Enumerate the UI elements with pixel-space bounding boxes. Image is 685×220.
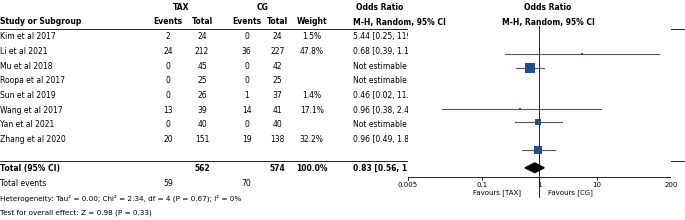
Text: 0: 0 bbox=[165, 120, 171, 129]
Text: 0.96 [0.49, 1.88]: 0.96 [0.49, 1.88] bbox=[353, 135, 416, 144]
Text: Events: Events bbox=[232, 18, 261, 26]
Text: 0: 0 bbox=[165, 76, 171, 85]
Text: 0: 0 bbox=[244, 120, 249, 129]
Text: 0.46 [0.02, 11.72]: 0.46 [0.02, 11.72] bbox=[353, 91, 421, 100]
Text: 41: 41 bbox=[273, 106, 282, 114]
Text: 1: 1 bbox=[245, 91, 249, 100]
Text: M-H, Random, 95% CI: M-H, Random, 95% CI bbox=[353, 18, 446, 26]
Text: Roopa et al 2017: Roopa et al 2017 bbox=[0, 76, 65, 85]
Text: 0: 0 bbox=[165, 91, 171, 100]
Text: Favours [CG]: Favours [CG] bbox=[548, 189, 593, 196]
Text: 24: 24 bbox=[197, 32, 207, 41]
Text: 59: 59 bbox=[163, 179, 173, 188]
Text: M-H, Random, 95% CI: M-H, Random, 95% CI bbox=[501, 18, 595, 26]
Text: 36: 36 bbox=[242, 47, 251, 56]
Text: 1.4%: 1.4% bbox=[302, 91, 321, 100]
Text: 42: 42 bbox=[273, 62, 282, 70]
Text: Favours [TAX]: Favours [TAX] bbox=[473, 189, 521, 196]
Text: Not estimable: Not estimable bbox=[353, 62, 406, 70]
Text: 45: 45 bbox=[197, 62, 207, 70]
Text: 0.1: 0.1 bbox=[477, 182, 488, 188]
Text: 24: 24 bbox=[163, 47, 173, 56]
Text: TAX: TAX bbox=[173, 3, 190, 12]
Text: 40: 40 bbox=[197, 120, 207, 129]
Text: Kim et al 2017: Kim et al 2017 bbox=[0, 32, 55, 41]
Text: Total (95% CI): Total (95% CI) bbox=[0, 164, 60, 173]
Text: 10: 10 bbox=[593, 182, 601, 188]
Text: 20: 20 bbox=[163, 135, 173, 144]
Text: 0: 0 bbox=[244, 76, 249, 85]
Text: 1: 1 bbox=[537, 182, 542, 188]
Text: Heterogeneity: Tau² = 0.00; Chi² = 2.34, df = 4 (P = 0.67); I² = 0%: Heterogeneity: Tau² = 0.00; Chi² = 2.34,… bbox=[0, 194, 241, 202]
Text: 0: 0 bbox=[244, 32, 249, 41]
Text: Zhang et al 2020: Zhang et al 2020 bbox=[0, 135, 66, 144]
Text: 26: 26 bbox=[197, 91, 207, 100]
Text: 70: 70 bbox=[242, 179, 251, 188]
Text: Odds Ratio: Odds Ratio bbox=[524, 3, 572, 12]
Text: 227: 227 bbox=[271, 47, 284, 56]
Text: Odds Ratio: Odds Ratio bbox=[356, 3, 404, 12]
Text: 212: 212 bbox=[195, 47, 209, 56]
Text: 574: 574 bbox=[270, 164, 285, 173]
Text: 39: 39 bbox=[197, 106, 207, 114]
Text: 0.68 [0.39, 1.18]: 0.68 [0.39, 1.18] bbox=[353, 47, 416, 56]
Text: Li et al 2021: Li et al 2021 bbox=[0, 47, 47, 56]
Text: Yan et al 2021: Yan et al 2021 bbox=[0, 120, 54, 129]
Text: Sun et al 2019: Sun et al 2019 bbox=[0, 91, 55, 100]
Text: 5.44 [0.25, 119.63]: 5.44 [0.25, 119.63] bbox=[353, 32, 426, 41]
Text: 200: 200 bbox=[664, 182, 678, 188]
Text: 32.2%: 32.2% bbox=[300, 135, 323, 144]
Text: 19: 19 bbox=[242, 135, 251, 144]
Text: 37: 37 bbox=[273, 91, 282, 100]
Text: 0.83 [0.56, 1.21]: 0.83 [0.56, 1.21] bbox=[353, 164, 424, 173]
Text: Not estimable: Not estimable bbox=[353, 120, 406, 129]
Text: Events: Events bbox=[153, 18, 182, 26]
Text: 25: 25 bbox=[197, 76, 207, 85]
Text: 0.005: 0.005 bbox=[397, 182, 418, 188]
Text: 17.1%: 17.1% bbox=[300, 106, 323, 114]
Text: Weight: Weight bbox=[297, 18, 327, 26]
Text: 1.5%: 1.5% bbox=[302, 32, 321, 41]
Text: 47.8%: 47.8% bbox=[299, 47, 324, 56]
Text: 13: 13 bbox=[163, 106, 173, 114]
Text: 562: 562 bbox=[195, 164, 210, 173]
Text: 2: 2 bbox=[166, 32, 170, 41]
Text: Total events: Total events bbox=[0, 179, 47, 188]
Text: Test for overall effect: Z = 0.98 (P = 0.33): Test for overall effect: Z = 0.98 (P = 0… bbox=[0, 209, 152, 216]
Text: 24: 24 bbox=[273, 32, 282, 41]
Text: CG: CG bbox=[256, 3, 269, 12]
Text: Total: Total bbox=[191, 18, 213, 26]
Polygon shape bbox=[525, 163, 544, 173]
Text: Study or Subgroup: Study or Subgroup bbox=[0, 18, 82, 26]
Text: 0: 0 bbox=[244, 62, 249, 70]
Text: Mu et al 2018: Mu et al 2018 bbox=[0, 62, 53, 70]
Text: 0.96 [0.38, 2.44]: 0.96 [0.38, 2.44] bbox=[353, 106, 416, 114]
Text: Total: Total bbox=[266, 18, 288, 26]
Text: 40: 40 bbox=[273, 120, 282, 129]
Text: Not estimable: Not estimable bbox=[353, 76, 406, 85]
Text: Wang et al 2017: Wang et al 2017 bbox=[0, 106, 62, 114]
Text: 0: 0 bbox=[165, 62, 171, 70]
Text: 25: 25 bbox=[273, 76, 282, 85]
Text: 100.0%: 100.0% bbox=[296, 164, 327, 173]
Text: 14: 14 bbox=[242, 106, 251, 114]
Text: 151: 151 bbox=[195, 135, 209, 144]
Text: 138: 138 bbox=[271, 135, 284, 144]
